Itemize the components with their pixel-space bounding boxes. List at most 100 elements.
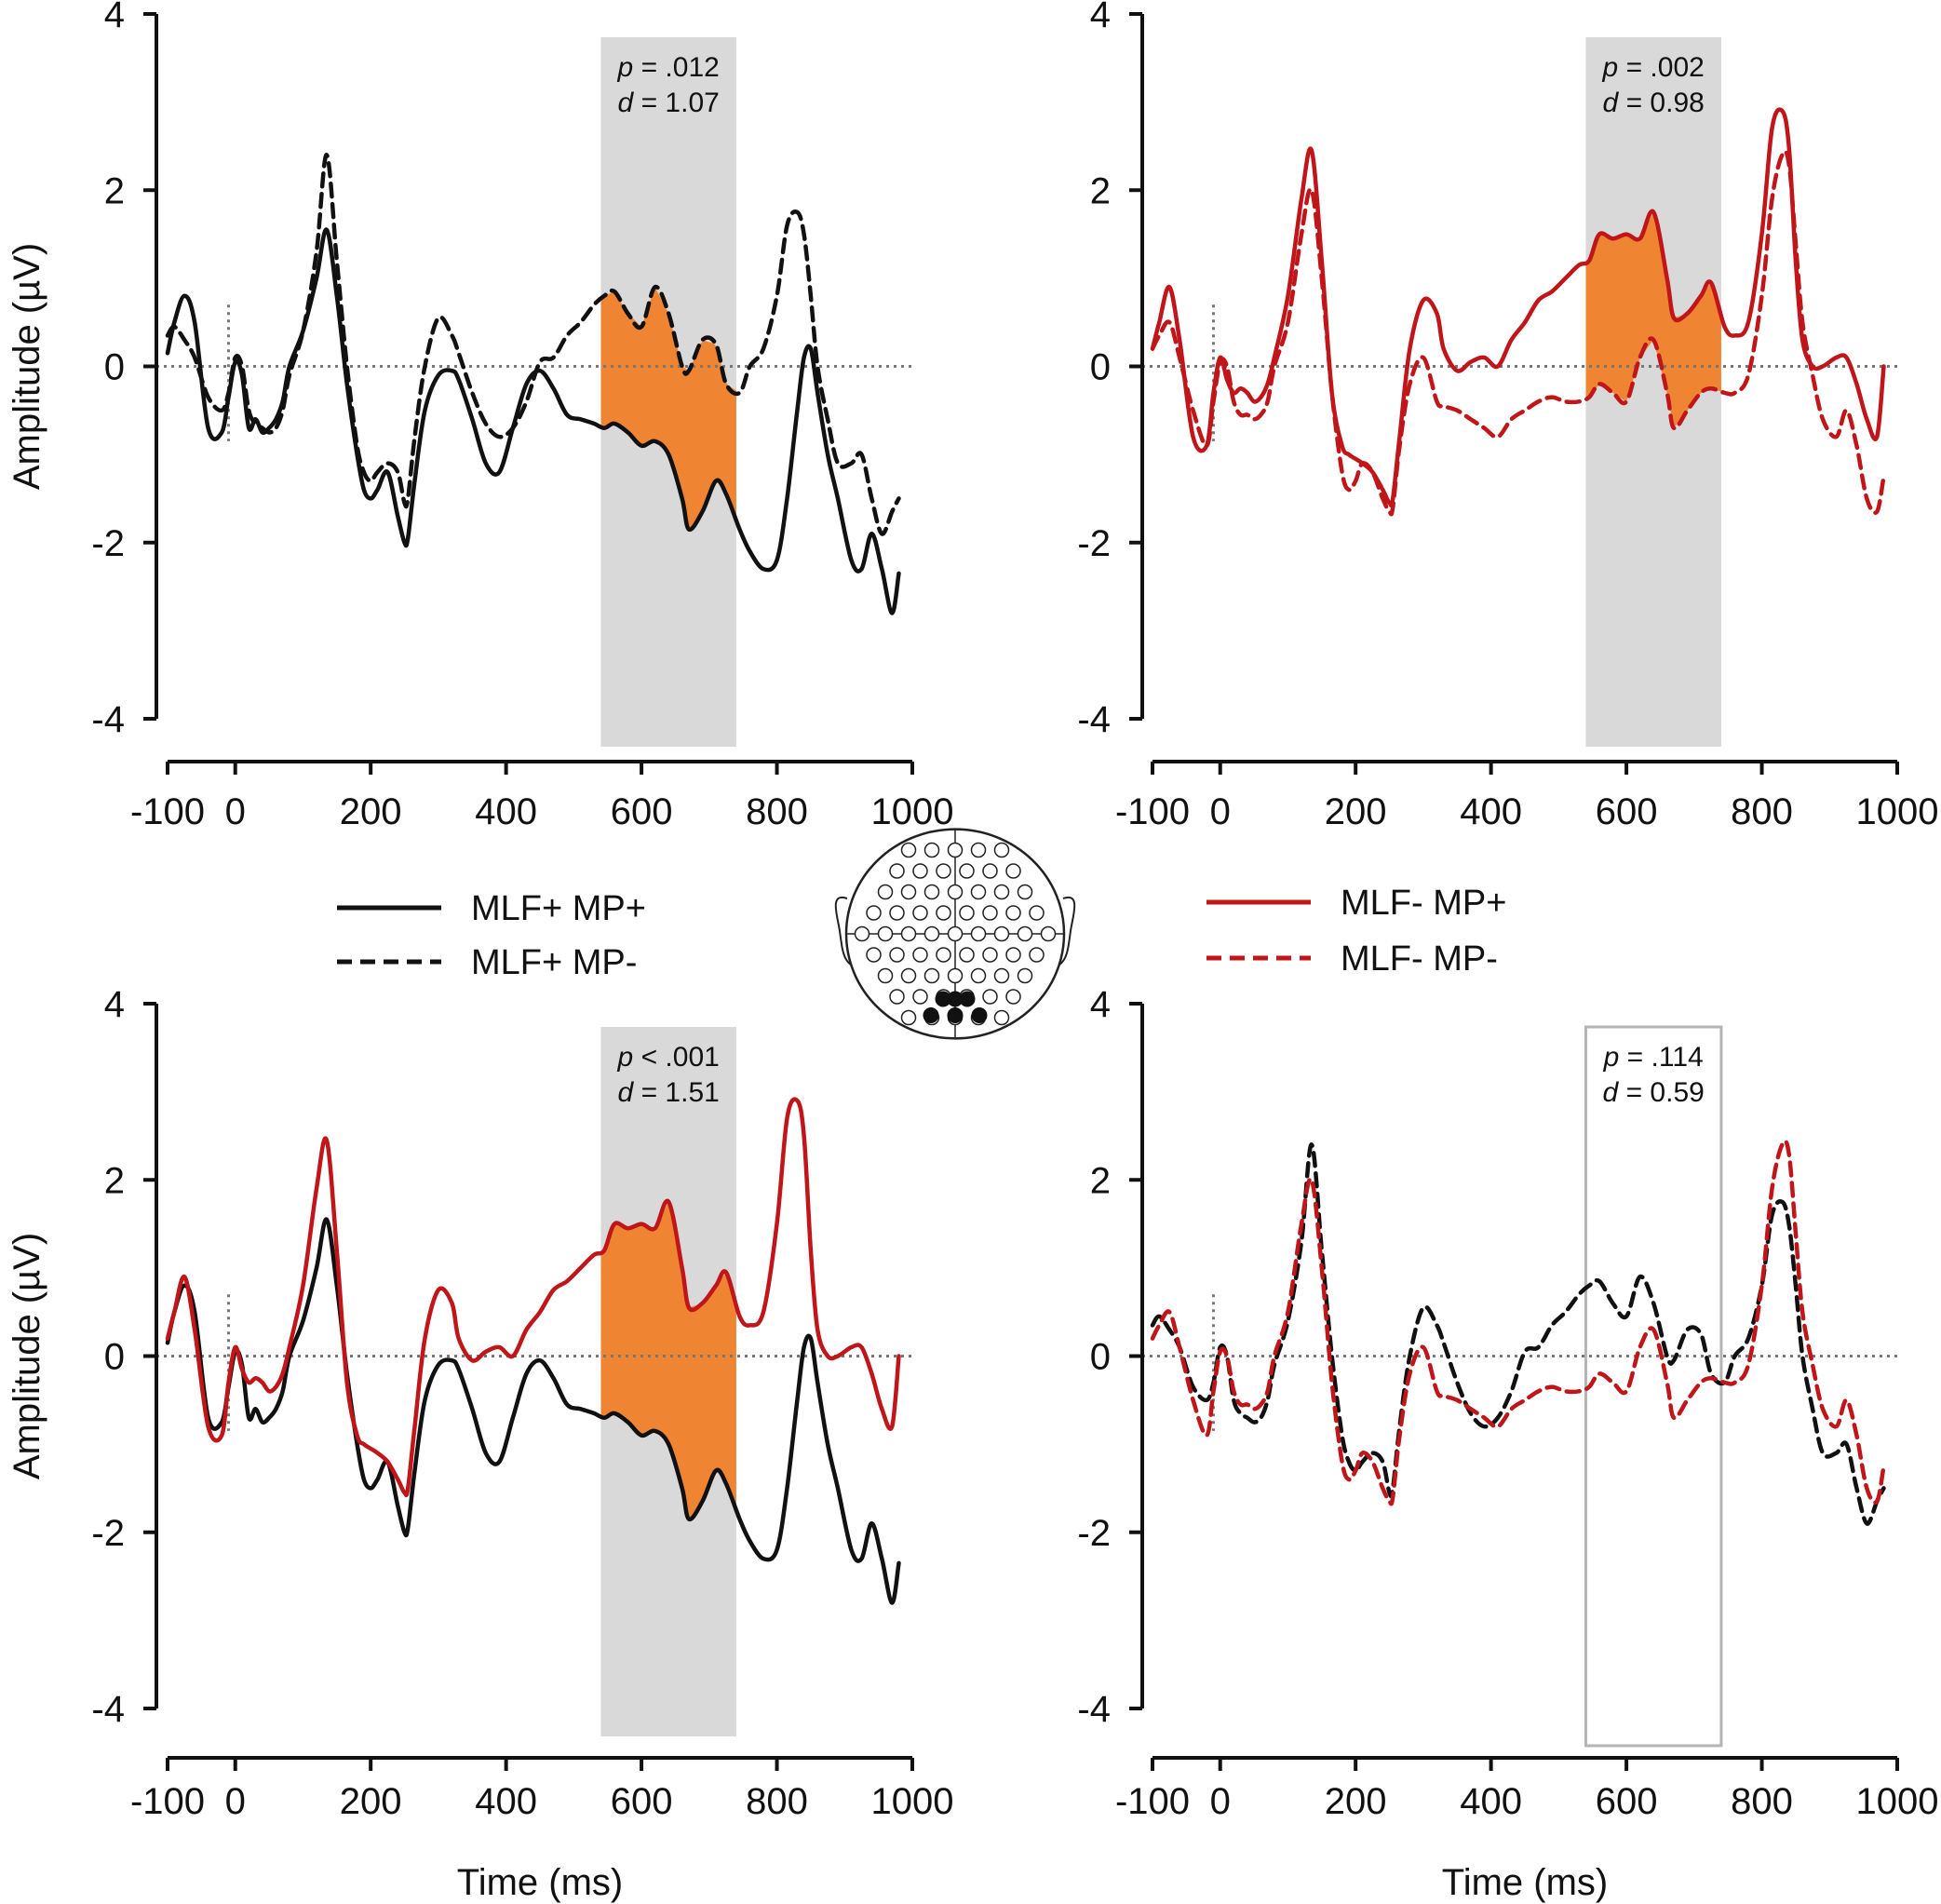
series-line-mlf--mpplus [1150, 107, 1886, 508]
x-tick-label: 0 [1210, 1781, 1231, 1822]
panel-bottom-right: p = .114 d = 0.59 4 2 0 -2 -4 -100 0 200 400 600 800… [1077, 984, 1938, 1903]
electrode [1029, 947, 1045, 963]
y-axis-title: Amplitude (µV) [7, 1233, 47, 1479]
electrode [959, 863, 975, 879]
electrode [854, 925, 870, 942]
electrode [889, 989, 905, 1005]
y-tick-label: 2 [104, 170, 125, 211]
electrode [912, 947, 928, 963]
x-tick-label: 800 [1731, 791, 1793, 832]
panel-top-left: p = .012 d = 1.07 4 2 0 -2 -4 -100 0 200 400 600 800… [7, 0, 953, 832]
electrode [993, 925, 1010, 942]
x-tick-label: -100 [130, 1781, 205, 1822]
electrode [889, 905, 905, 921]
electrode [923, 842, 940, 858]
x-tick-label: 1000 [871, 791, 954, 832]
y-tick-label: 4 [104, 0, 125, 35]
series-line-mlfplus-mpplus [165, 227, 901, 615]
x-axis-title: Time (ms) [1442, 1862, 1608, 1903]
electrode-head-map [834, 828, 1076, 1040]
y-tick-label: -4 [1077, 1689, 1111, 1730]
x-tick-label: 200 [1325, 1781, 1387, 1822]
electrode [993, 967, 1010, 984]
x-tick-label: -100 [1115, 1781, 1190, 1822]
y-tick-label: 2 [104, 1160, 125, 1201]
electrode [912, 905, 928, 921]
selected-electrode [971, 1007, 988, 1023]
electrode [1005, 947, 1021, 963]
y-tick-label: -2 [1077, 523, 1111, 564]
electrode [947, 884, 964, 900]
legend-label-mlfplus-mpminus: MLF+ MP- [471, 943, 637, 982]
x-tick-label: 600 [611, 791, 673, 832]
electrode [889, 863, 905, 879]
x-tick-label: 0 [225, 1781, 246, 1822]
y-tick-label: -4 [1077, 699, 1111, 740]
electrode [959, 947, 975, 963]
y-tick-label: -4 [91, 1689, 125, 1730]
y-tick-label: -2 [91, 523, 125, 564]
electrode [993, 842, 1010, 858]
electrode [936, 905, 951, 921]
y-tick-label: 2 [1090, 1160, 1111, 1201]
y-tick-label: 4 [1090, 984, 1111, 1025]
y-tick-label: 0 [104, 347, 125, 388]
electrode [959, 905, 975, 921]
electrode [923, 925, 940, 942]
x-tick-label: 200 [340, 791, 402, 832]
y-tick-label: 2 [1090, 170, 1111, 211]
legend-label-mlfminus-mpplus: MLF- MP+ [1341, 884, 1506, 923]
y-tick-label: -2 [91, 1513, 125, 1554]
x-tick-label: 600 [1596, 1781, 1658, 1822]
electrode [1040, 925, 1057, 942]
electrode [982, 947, 998, 963]
p-value-label: p = .114 [1603, 1042, 1704, 1073]
electrode [947, 842, 964, 858]
electrode [970, 842, 987, 858]
electrode [1029, 905, 1045, 921]
electrode [900, 1009, 917, 1026]
y-tick-label: 0 [1090, 1337, 1111, 1378]
electrode [936, 863, 951, 879]
significant-difference-fill [600, 1201, 736, 1518]
legend-label-mlfminus-mpminus: MLF- MP- [1341, 939, 1498, 979]
electrode [912, 989, 928, 1005]
analysis-window [1584, 1025, 1723, 1748]
y-tick-label: -4 [91, 699, 125, 740]
electrode [912, 863, 928, 879]
y-axis-title: Amplitude (µV) [7, 243, 47, 490]
y-tick-label: 4 [104, 984, 125, 1025]
x-tick-label: 400 [475, 791, 537, 832]
x-tick-label: 600 [611, 1781, 673, 1822]
x-tick-label: 400 [1460, 1781, 1522, 1822]
electrode [866, 947, 882, 963]
y-tick-label: 4 [1090, 0, 1111, 35]
electrode [970, 967, 987, 984]
electrode [970, 925, 987, 942]
x-tick-label: 0 [225, 791, 246, 832]
x-tick-label: 400 [1460, 791, 1522, 832]
effect-size-label: d = 0.59 [1603, 1077, 1705, 1108]
electrode [900, 884, 917, 900]
series-line-mlf--mpplus [165, 1097, 901, 1498]
electrode [1005, 905, 1021, 921]
series-line-mlf--mpminus [1150, 1139, 1886, 1506]
electrode [993, 884, 1010, 900]
electrode [900, 967, 917, 984]
electrode [947, 925, 964, 942]
panel-top-right: p = .002 d = 0.98 4 2 0 -2 -4 -100 0 200 400 600 800… [1077, 0, 1938, 832]
x-tick-label: -100 [130, 791, 205, 832]
p-value-label: p = .012 [617, 52, 720, 83]
p-value-label: p = .002 [1602, 52, 1705, 83]
electrode [1017, 967, 1033, 984]
y-tick-label: 0 [1090, 347, 1111, 388]
electrode [923, 884, 940, 900]
legend-label-mlfplus-mpplus: MLF+ MP+ [471, 889, 646, 928]
x-tick-label: 200 [340, 1781, 402, 1822]
effect-size-label: d = 0.98 [1603, 88, 1705, 118]
panel-bottom-left: p < .001 d = 1.51 4 2 0 -2 -4 -100 0 200 400 600 800… [7, 984, 953, 1903]
electrode [900, 925, 917, 942]
x-tick-label: 1000 [1856, 791, 1939, 832]
